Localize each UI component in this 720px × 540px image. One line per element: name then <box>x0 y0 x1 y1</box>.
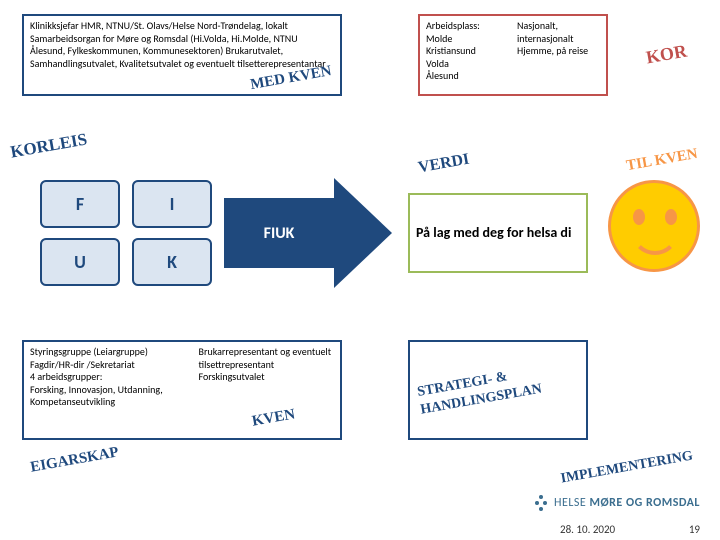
slogan-text: På lag med deg for helsa di <box>416 224 571 242</box>
korleis-label: KORLEIS <box>9 129 89 162</box>
verdi-label: VERDI <box>417 151 471 178</box>
bottom-left-col1: Styringsgruppe (Leiargruppe) Fagdir/HR-d… <box>30 346 193 434</box>
top-left-text: Klinikksjefar HMR, NTNU/St. Olavs/Helse … <box>30 19 326 70</box>
footer-page: 19 <box>689 523 700 536</box>
fiuk-arrow-head <box>334 178 392 288</box>
smiley-icon <box>608 180 700 272</box>
fiuk-arrow-tail: FIUK <box>224 198 334 268</box>
slogan-box: På lag med deg for helsa di <box>408 193 588 273</box>
eigarskap-label: EIGARSKAP <box>29 444 120 476</box>
quad-k: K <box>132 238 212 286</box>
til-kven-label: TIL KVEN <box>625 146 699 175</box>
footer-date: 28. 10. 2020 <box>560 523 615 536</box>
top-right-col1: Arbeidsplass: Molde Kristiansund Volda Å… <box>426 20 509 90</box>
brand-text: HELSE MØRE OG ROMSDAL <box>554 496 700 510</box>
bottom-left-box: Styringsgruppe (Leiargruppe) Fagdir/HR-d… <box>22 340 342 440</box>
fiuk-arrow-text: FIUK <box>264 224 295 243</box>
brand-icon <box>534 494 548 512</box>
kor-label: KOR <box>644 41 688 69</box>
quad-f: F <box>40 180 120 228</box>
quad-i: I <box>132 180 212 228</box>
top-right-box: Arbeidsplass: Molde Kristiansund Volda Å… <box>418 14 608 96</box>
quad-u: U <box>40 238 120 286</box>
implementering-label: IMPLEMENTERING <box>560 449 695 488</box>
brand-logo: HELSE MØRE OG ROMSDAL <box>534 494 700 512</box>
top-right-col2: Nasjonalt, internasjonalt Hjemme, på rei… <box>517 20 600 90</box>
